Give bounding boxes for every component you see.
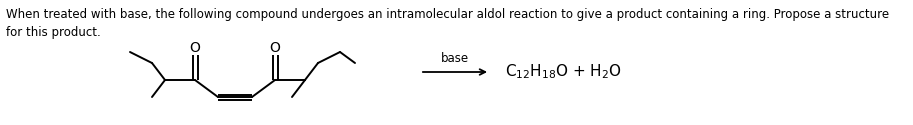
Text: base: base <box>441 52 469 64</box>
Text: C$_{12}$H$_{18}$O + H$_2$O: C$_{12}$H$_{18}$O + H$_2$O <box>505 63 622 81</box>
Text: O: O <box>269 41 280 55</box>
Text: O: O <box>190 41 201 55</box>
Text: for this product.: for this product. <box>6 26 100 39</box>
Text: When treated with base, the following compound undergoes an intramolecular aldol: When treated with base, the following co… <box>6 8 889 21</box>
